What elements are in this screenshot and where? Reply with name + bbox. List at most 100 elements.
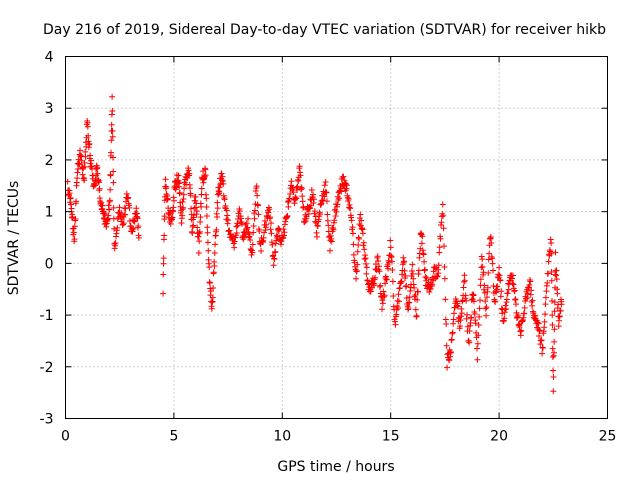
data-point [498, 288, 505, 295]
data-point [475, 332, 482, 339]
data-point [116, 204, 123, 211]
data-point [169, 214, 176, 221]
data-point [77, 147, 84, 154]
data-point [446, 357, 453, 364]
data-point [221, 196, 228, 203]
data-point [467, 319, 474, 326]
data-point [270, 252, 277, 259]
data-point [534, 319, 541, 326]
data-point [435, 262, 442, 269]
data-point [272, 248, 279, 255]
data-point [481, 282, 488, 289]
data-point [310, 196, 317, 203]
data-point [209, 294, 216, 301]
data-point [464, 311, 471, 318]
data-point [196, 228, 203, 235]
data-point [196, 238, 203, 245]
data-point [354, 248, 361, 255]
data-point [108, 137, 115, 144]
data-point [73, 198, 80, 205]
data-point [74, 175, 81, 182]
data-point [307, 205, 314, 212]
data-point [163, 183, 170, 190]
data-point [328, 238, 335, 245]
data-point [94, 170, 101, 177]
data-point [503, 296, 510, 303]
x-axis-tick-labels: 0 5 10 15 20 25 [61, 429, 616, 445]
data-point [529, 297, 536, 304]
data-point [449, 329, 456, 336]
data-point [529, 302, 536, 309]
data-point [120, 220, 127, 227]
data-point [99, 202, 106, 209]
data-point [211, 263, 218, 270]
data-point [225, 217, 232, 224]
data-point [413, 312, 420, 319]
data-point [552, 249, 559, 256]
data-point [554, 290, 561, 297]
data-point [497, 293, 504, 300]
data-point [214, 205, 221, 212]
data-point [485, 256, 492, 263]
data-point [372, 274, 379, 281]
data-point [382, 280, 389, 287]
data-point [280, 226, 287, 233]
data-point [472, 320, 479, 327]
data-point [166, 210, 173, 217]
data-point [164, 196, 171, 203]
data-point [355, 242, 362, 249]
data-point [553, 267, 560, 274]
data-point [135, 234, 142, 241]
data-point [88, 157, 95, 164]
data-point [189, 230, 196, 237]
data-point [403, 295, 410, 302]
data-point [390, 293, 397, 300]
data-point [535, 332, 542, 339]
data-point [556, 313, 563, 320]
data-point [94, 164, 101, 171]
data-point [349, 224, 356, 231]
data-point [440, 225, 447, 232]
data-point [305, 210, 312, 217]
data-point [84, 123, 91, 130]
data-point [322, 178, 329, 185]
data-point [179, 212, 186, 219]
data-point [415, 288, 422, 295]
data-point [466, 339, 473, 346]
data-point [71, 223, 78, 230]
data-point [323, 198, 330, 205]
data-point [353, 267, 360, 274]
data-point [251, 207, 258, 214]
data-point [535, 320, 542, 327]
data-point [247, 236, 254, 243]
data-point [545, 258, 552, 265]
data-point [461, 272, 468, 279]
data-point [441, 243, 448, 250]
data-point [234, 222, 241, 229]
data-point [122, 211, 129, 218]
data-point [130, 226, 137, 233]
data-point [357, 222, 364, 229]
data-point [380, 288, 387, 295]
data-point [527, 278, 534, 285]
data-point [482, 298, 489, 305]
data-point [521, 310, 528, 317]
data-point [253, 183, 260, 190]
data-point [312, 213, 319, 220]
y-tick-label: 3 [45, 101, 54, 117]
data-point [457, 323, 464, 330]
data-point [250, 229, 257, 236]
data-point [161, 213, 168, 220]
data-point [201, 173, 208, 180]
data-point [176, 183, 183, 190]
data-point [298, 185, 305, 192]
data-point [423, 275, 430, 282]
data-point [509, 272, 516, 279]
data-point [284, 212, 291, 219]
data-point [549, 312, 556, 319]
data-point [448, 336, 455, 343]
data-point [338, 188, 345, 195]
data-point [422, 274, 429, 281]
data-point [381, 292, 388, 299]
